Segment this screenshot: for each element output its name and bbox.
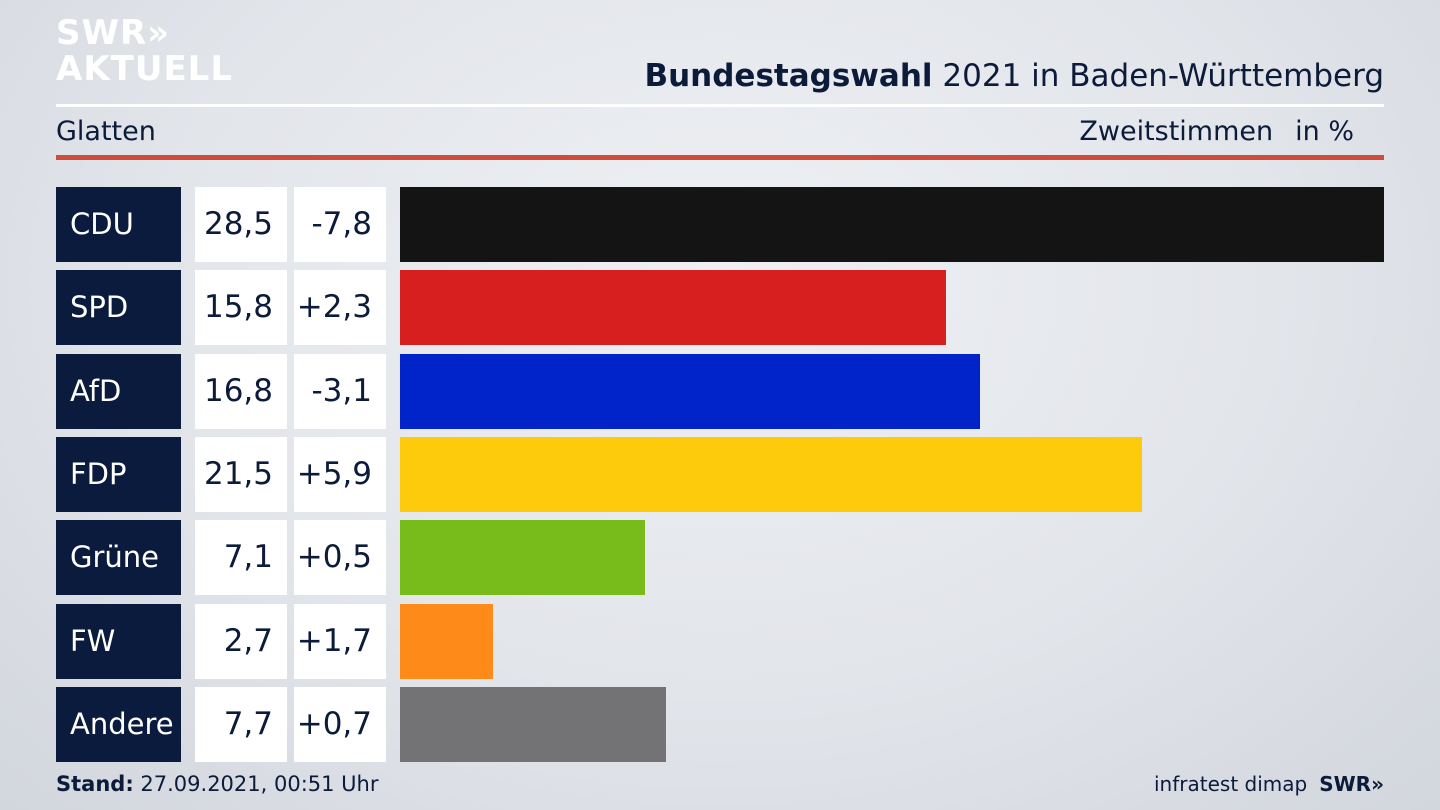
- chart-title-bold: Bundestagswahl: [644, 58, 933, 94]
- vote-change-label: -7,8: [294, 187, 386, 262]
- party-row-afd: AfD 16,8 -3,1: [56, 354, 1384, 429]
- swr-aktuell-logo: SWR» AKTUELL: [56, 16, 233, 86]
- vote-change-label: +1,7: [294, 604, 386, 679]
- unit-label: in %: [1295, 116, 1354, 147]
- vote-share-label: 7,1: [195, 520, 287, 595]
- vote-share-label: 7,7: [195, 687, 287, 762]
- vote-share-bar: [400, 437, 1142, 512]
- party-row-fdp: FDP 21,5 +5,9: [56, 437, 1384, 512]
- party-row-spd: SPD 15,8 +2,3: [56, 270, 1384, 345]
- source-label: infratest dimap: [1154, 772, 1308, 796]
- party-label: CDU: [56, 187, 181, 262]
- source-credit: infratest dimap SWR»: [1154, 772, 1384, 796]
- vote-share-bar: [400, 604, 493, 679]
- vote-share-bar: [400, 687, 666, 762]
- party-label: Grüne: [56, 520, 181, 595]
- vote-change-label: +2,3: [294, 270, 386, 345]
- timestamp-label: Stand:: [56, 772, 134, 796]
- chart-title-rest: 2021 in Baden-Württemberg: [932, 58, 1384, 94]
- party-label: Andere: [56, 687, 181, 762]
- subtitle: Zweitstimmen in %: [1079, 116, 1354, 147]
- timestamp-value: 27.09.2021, 00:51 Uhr: [133, 772, 379, 796]
- timestamp: Stand: 27.09.2021, 00:51 Uhr: [56, 772, 379, 796]
- vote-share-bar: [400, 270, 946, 345]
- vote-share-label: 16,8: [195, 354, 287, 429]
- party-row-andere: Andere 7,7 +0,7: [56, 687, 1384, 762]
- vote-share-label: 21,5: [195, 437, 287, 512]
- measure-label: Zweitstimmen: [1079, 116, 1274, 147]
- vote-share-label: 15,8: [195, 270, 287, 345]
- party-label: AfD: [56, 354, 181, 429]
- vote-share-bar: [400, 354, 980, 429]
- vote-share-bar: [400, 187, 1384, 262]
- vote-share-label: 28,5: [195, 187, 287, 262]
- vote-change-label: +5,9: [294, 437, 386, 512]
- vote-change-label: +0,5: [294, 520, 386, 595]
- party-label: FDP: [56, 437, 181, 512]
- vote-change-label: +0,7: [294, 687, 386, 762]
- vote-share-label: 2,7: [195, 604, 287, 679]
- party-row-cdu: CDU 28,5 -7,8: [56, 187, 1384, 262]
- region-label: Glatten: [56, 116, 156, 147]
- party-row-fw: FW 2,7 +1,7: [56, 604, 1384, 679]
- header-accent-rule: [56, 155, 1384, 160]
- party-label: SPD: [56, 270, 181, 345]
- vote-change-label: -3,1: [294, 354, 386, 429]
- chart-title: Bundestagswahl 2021 in Baden-Württemberg: [644, 58, 1384, 94]
- logo-line-1: SWR»: [56, 13, 171, 53]
- party-label: FW: [56, 604, 181, 679]
- title-divider: [56, 104, 1384, 107]
- party-row-grüne: Grüne 7,1 +0,5: [56, 520, 1384, 595]
- logo-line-2: AKTUELL: [56, 49, 234, 89]
- swr-brand-mark: SWR»: [1319, 772, 1384, 796]
- vote-share-bar: [400, 520, 645, 595]
